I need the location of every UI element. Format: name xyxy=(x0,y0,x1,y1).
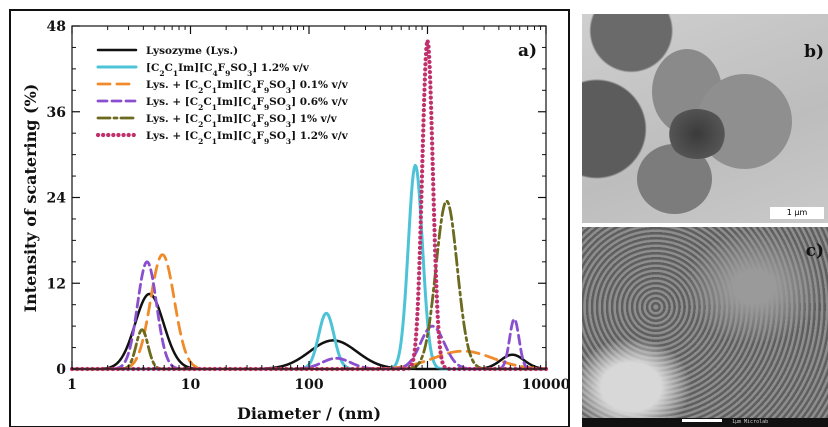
scale-bar: 1 μm xyxy=(770,207,824,219)
panel-label-c: c) xyxy=(805,241,824,261)
y-tick-label: 12 xyxy=(47,276,66,292)
panel-a-chart: 1 10 100 1000 10000 0 12 24 36 48 Lysozyme (Lys.)… xyxy=(9,9,571,427)
dls-chart: 1 10 100 1000 10000 0 12 24 36 48 Lysozyme (Lys.)… xyxy=(9,9,571,427)
sem-info-text: 1μm Microlab xyxy=(732,419,769,425)
sem-info-strip: 1μm Microlab xyxy=(582,418,828,427)
series-line-5 xyxy=(70,199,548,371)
series-line-2 xyxy=(70,163,548,371)
x-tick-label: 10 xyxy=(181,377,201,393)
x-tick-label: 10000 xyxy=(522,377,571,393)
chart-frame xyxy=(9,9,570,427)
panel-label-b: b) xyxy=(804,42,824,62)
legend-label-2: [C2C1Im][C4F9SO3] 1.2% v/v xyxy=(146,62,310,78)
x-axis-title: Diameter / (nm) xyxy=(237,404,381,423)
plot-area-border xyxy=(71,25,547,370)
legend-label-1: Lysozyme (Lys.) xyxy=(146,45,238,57)
legend-label-6: Lys. + [C2C1Im][C4F9SO3] 1.2% v/v xyxy=(146,130,349,146)
scale-bar xyxy=(682,419,722,422)
aggregate-cluster xyxy=(667,109,727,159)
x-tick-label: 1 xyxy=(67,377,77,393)
tem-micrograph-b: b) 1 μm xyxy=(582,14,828,223)
legend-label-4: Lys. + [C2C1Im][C4F9SO3] 0.6% v/v xyxy=(146,96,349,112)
legend-label-3: Lys. + [C2C1Im][C4F9SO3] 0.1% v/v xyxy=(146,79,349,95)
sem-micrograph-c: c) 1μm Microlab xyxy=(582,227,828,427)
y-tick-label: 36 xyxy=(47,105,66,121)
y-tick-label: 48 xyxy=(47,19,66,35)
y-tick-label: 24 xyxy=(47,191,67,207)
x-tick-label: 100 xyxy=(294,377,323,393)
y-axis-title: Intensity of scatering (%) xyxy=(21,84,40,313)
panel-label-a: a) xyxy=(518,41,537,61)
y-tick-label: 0 xyxy=(56,362,66,378)
legend-label-5: Lys. + [C2C1Im][C4F9SO3] 1% v/v xyxy=(146,113,338,129)
x-tick-label: 1000 xyxy=(408,377,447,393)
